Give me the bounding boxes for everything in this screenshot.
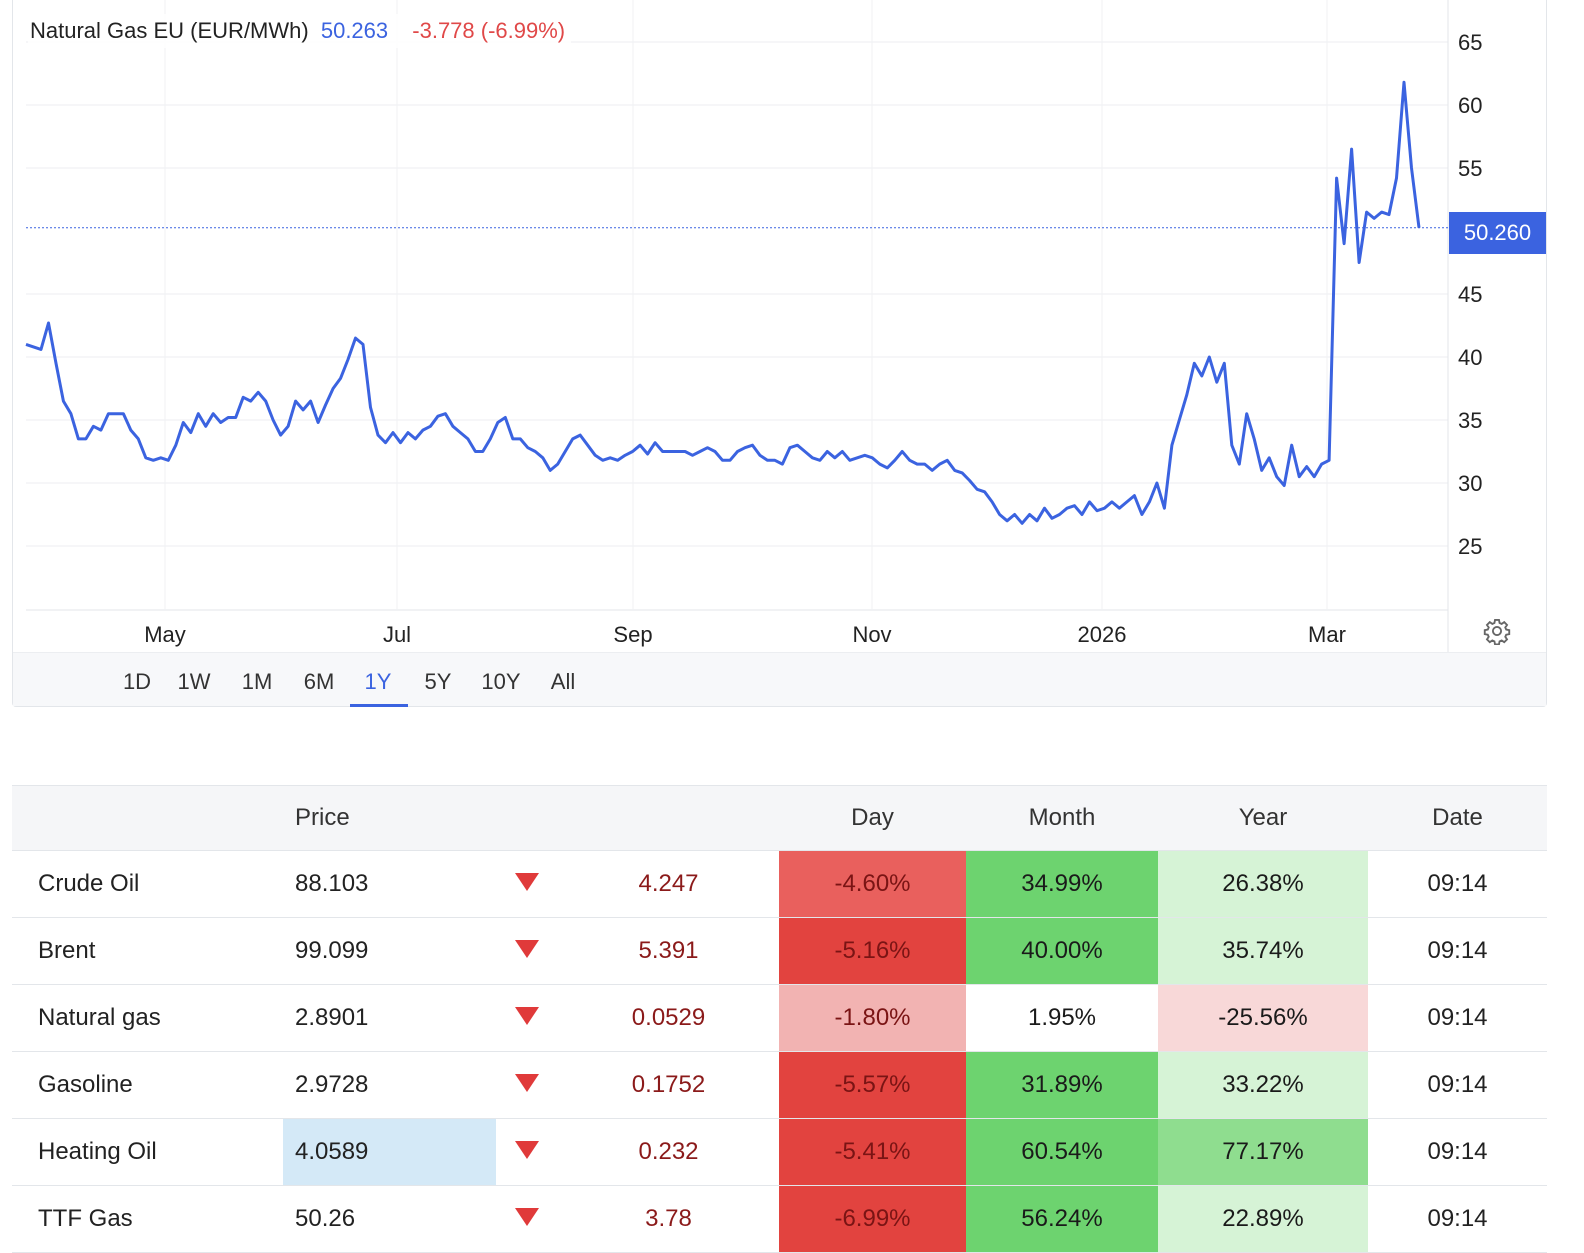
commodity-year-pct: -25.56% [1158, 984, 1368, 1052]
commodity-year-pct: 77.17% [1158, 1118, 1368, 1186]
table-row[interactable]: Heating Oil 4.0589 0.232 -5.41% 60.54% 7… [12, 1118, 1547, 1186]
commodity-month-pct: 60.54% [966, 1118, 1158, 1186]
range-5y-button[interactable]: 5Y [424, 669, 452, 694]
y-tick-label: 45 [1458, 282, 1482, 307]
commodity-price: 99.099 [283, 917, 496, 985]
active-range-underline [350, 704, 408, 707]
range-all-button[interactable]: All [550, 669, 576, 694]
commodity-month-pct: 31.89% [966, 1051, 1158, 1119]
commodity-date: 09:14 [1368, 917, 1547, 985]
range-1d-button[interactable]: 1D [122, 669, 152, 694]
commodity-date: 09:14 [1368, 1185, 1547, 1253]
commodity-date: 09:14 [1368, 850, 1547, 918]
y-tick-label: 40 [1458, 345, 1482, 370]
commodity-name[interactable]: Natural gas [12, 984, 283, 1052]
table-row[interactable]: Brent 99.099 5.391 -5.16% 40.00% 35.74% … [12, 917, 1547, 985]
commodity-year-pct: 22.89% [1158, 1185, 1368, 1253]
commodity-day-pct: -6.99% [779, 1185, 966, 1253]
commodity-change: 0.1752 [558, 1051, 779, 1119]
gear-icon[interactable] [1483, 617, 1511, 645]
legend-change: -3.778 (-6.99%) [412, 18, 566, 43]
x-tick-label: Sep [613, 622, 652, 647]
table-row[interactable]: Crude Oil 88.103 4.247 -4.60% 34.99% 26.… [12, 850, 1547, 918]
y-tick-label: 30 [1458, 471, 1482, 496]
header-year[interactable]: Year [1158, 785, 1368, 851]
x-tick-label: 2026 [1078, 622, 1127, 647]
commodity-change: 3.78 [558, 1185, 779, 1253]
chart-card [12, 0, 1547, 707]
commodity-change: 0.232 [558, 1118, 779, 1186]
commodity-date: 09:14 [1368, 1118, 1547, 1186]
commodity-price: 2.9728 [283, 1051, 496, 1119]
triangle-down-icon [496, 1185, 558, 1253]
commodity-year-pct: 35.74% [1158, 917, 1368, 985]
commodity-price: 50.26 [283, 1185, 496, 1253]
commodity-price: 2.8901 [283, 984, 496, 1052]
triangle-down-icon [496, 1051, 558, 1119]
x-tick-label: May [144, 622, 186, 647]
x-tick-label: Jul [383, 622, 411, 647]
header-price[interactable]: Price [283, 785, 496, 851]
x-tick-label: Mar [1308, 622, 1346, 647]
commodities-table: Price Day Month Year Date Crude Oil 88.1… [12, 785, 1547, 1253]
header-change [558, 785, 779, 851]
header-month[interactable]: Month [966, 785, 1158, 851]
commodity-day-pct: -5.41% [779, 1118, 966, 1186]
legend-symbol: Natural Gas EU (EUR/MWh) [30, 18, 309, 43]
commodity-day-pct: -4.60% [779, 850, 966, 918]
header-date[interactable]: Date [1368, 785, 1547, 851]
price-chart[interactable]: 25 30 35 40 45 55 60 65 May Jul Sep Nov 2026 Mar [0, 0, 1584, 660]
range-selector: 1D 1W 1M 6M 1Y 5Y 10Y All [13, 652, 1546, 707]
price-series-line [25, 80, 1421, 525]
commodity-day-pct: -1.80% [779, 984, 966, 1052]
triangle-down-icon [496, 984, 558, 1052]
commodity-name[interactable]: Gasoline [12, 1051, 283, 1119]
commodity-change: 4.247 [558, 850, 779, 918]
range-10y-button[interactable]: 10Y [481, 669, 521, 694]
commodity-month-pct: 40.00% [966, 917, 1158, 985]
legend-price: 50.263 [320, 18, 389, 43]
triangle-down-icon [496, 917, 558, 985]
last-price-tag: 50.260 [1449, 212, 1546, 254]
triangle-down-icon [496, 1118, 558, 1186]
table-row[interactable]: Gasoline 2.9728 0.1752 -5.57% 31.89% 33.… [12, 1051, 1547, 1119]
commodity-year-pct: 26.38% [1158, 850, 1368, 918]
header-day[interactable]: Day [779, 785, 966, 851]
commodity-month-pct: 34.99% [966, 850, 1158, 918]
commodity-month-pct: 1.95% [966, 984, 1158, 1052]
y-tick-label: 25 [1458, 534, 1482, 559]
header-name [12, 785, 283, 851]
table-row[interactable]: Natural gas 2.8901 0.0529 -1.80% 1.95% -… [12, 984, 1547, 1052]
commodity-price: 4.0589 [283, 1118, 496, 1186]
commodity-change: 0.0529 [558, 984, 779, 1052]
commodity-name[interactable]: TTF Gas [12, 1185, 283, 1253]
commodity-date: 09:14 [1368, 984, 1547, 1052]
commodity-name[interactable]: Brent [12, 917, 283, 985]
commodity-date: 09:14 [1368, 1051, 1547, 1119]
y-tick-label: 60 [1458, 93, 1482, 118]
commodity-day-pct: -5.57% [779, 1051, 966, 1119]
range-1m-button[interactable]: 1M [241, 669, 273, 694]
range-6m-button[interactable]: 6M [303, 669, 335, 694]
table-row[interactable]: TTF Gas 50.26 3.78 -6.99% 56.24% 22.89% … [12, 1185, 1547, 1253]
chart-legend: Natural Gas EU (EUR/MWh) 50.263 -3.778 (… [28, 14, 572, 48]
commodity-price: 88.103 [283, 850, 496, 918]
y-tick-label: 35 [1458, 408, 1482, 433]
header-arrow [496, 785, 558, 851]
range-1y-button[interactable]: 1Y [364, 669, 392, 694]
range-1w-button[interactable]: 1W [177, 669, 211, 694]
table-header-row: Price Day Month Year Date [12, 785, 1547, 851]
y-tick-label: 55 [1458, 156, 1482, 181]
commodity-name[interactable]: Crude Oil [12, 850, 283, 918]
commodity-year-pct: 33.22% [1158, 1051, 1368, 1119]
x-tick-label: Nov [852, 622, 891, 647]
commodity-change: 5.391 [558, 917, 779, 985]
triangle-down-icon [496, 850, 558, 918]
y-tick-label: 65 [1458, 30, 1482, 55]
commodity-name[interactable]: Heating Oil [12, 1118, 283, 1186]
commodity-day-pct: -5.16% [779, 917, 966, 985]
commodity-month-pct: 56.24% [966, 1185, 1158, 1253]
